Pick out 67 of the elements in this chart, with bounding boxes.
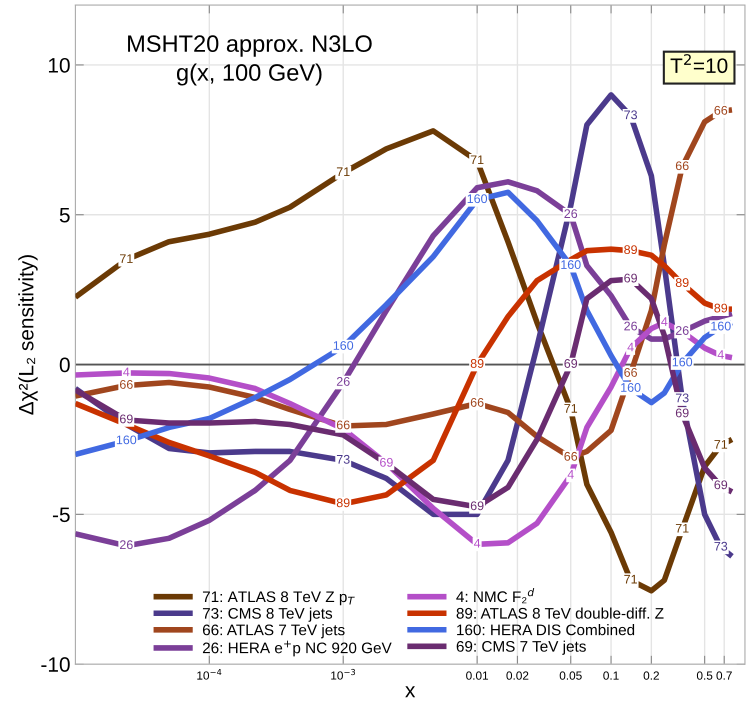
annotation: 89 — [470, 359, 484, 368]
annotation: T$^{2}$=10 — [670, 54, 728, 74]
legend-label: 71: ATLAS 8 TeV Z p$_{T}$ — [202, 591, 355, 606]
text: MSHT20 approx. N3LO g(x, 100 GeV) — [128, 35, 372, 86]
annotation: 69 — [714, 480, 728, 490]
annotation: 26 — [564, 209, 578, 218]
annotation: 73 — [624, 110, 638, 120]
annotation: 71 — [624, 574, 637, 584]
annotation: 89 — [336, 498, 350, 508]
annotation: 71 — [120, 254, 133, 263]
legend-label: 66: ATLAS 7 TeV jets — [202, 624, 345, 638]
x-tick-label: 0.05 — [560, 671, 582, 680]
annotation: 89 — [624, 245, 637, 254]
annotation: 89 — [714, 304, 728, 312]
legend-label: 4: NMC F₂$^{d}$ — [456, 588, 534, 604]
annotation: 73 — [714, 542, 728, 551]
annotation: 4 — [718, 350, 724, 359]
annotation: 73 — [336, 454, 350, 464]
annotation: 26 — [336, 377, 350, 386]
annotation: 4 — [474, 538, 480, 548]
y-tick-label: 0 — [60, 358, 70, 372]
legend-label: 73: CMS 8 TeV jets — [202, 608, 332, 622]
annotation: 69 — [676, 408, 689, 418]
y-tick-label: -5 — [52, 508, 70, 522]
annotation: 66 — [714, 106, 728, 115]
annotation: 71 — [564, 404, 578, 413]
annotation: 71 — [336, 167, 350, 176]
annotation: 71 — [470, 155, 484, 164]
annotation: 26 — [120, 540, 133, 550]
annotation: 69 — [564, 359, 578, 368]
legend-label: 89: ATLAS 8 TeV double-diff. Z — [456, 608, 664, 619]
x-axis-title: x — [405, 686, 416, 698]
legend-label: 26: HERA e$^{+}$p NC 920 GeV — [202, 640, 392, 656]
annotation: 4 — [627, 342, 634, 352]
annotation: 4 — [661, 317, 668, 326]
x-tick-label: 10$^{−3}$ — [331, 668, 356, 680]
annotation: 66 — [624, 368, 638, 377]
annotation: 66 — [470, 398, 484, 407]
legend-label: 160: HERA DIS Combined — [457, 624, 634, 636]
y-axis-title: Δχ²(L₂ sensitivity) — [18, 255, 38, 415]
annotation: 69 — [380, 458, 393, 467]
annotation: 71 — [676, 524, 689, 533]
annotation: 89 — [676, 278, 689, 288]
annotation: 26 — [676, 326, 689, 335]
y-tick-label: -10 — [41, 657, 70, 672]
x-tick-label: 0.1 — [603, 671, 619, 680]
annotation: 26 — [624, 322, 638, 330]
y-tick-label: 5 — [60, 208, 70, 222]
annotation: 66 — [564, 452, 578, 461]
annotation: 66 — [676, 161, 689, 170]
x-tick-label: 10$^{−4}$ — [197, 669, 222, 680]
annotation: 69 — [624, 274, 637, 283]
annotation: 73 — [676, 394, 689, 402]
annotation: 66 — [336, 420, 350, 430]
x-tick-label: 0.7 — [716, 671, 732, 680]
annotation: 69 — [120, 414, 133, 424]
x-tick-label: 0.01 — [466, 671, 488, 680]
annotation: 4 — [123, 368, 130, 376]
x-tick-label: 0.2 — [644, 671, 659, 680]
annotation: 4 — [568, 470, 574, 479]
annotation: 66 — [120, 380, 133, 389]
annotation: 69 — [470, 501, 484, 510]
y-tick-label: 10 — [48, 58, 70, 73]
legend-label: 69: CMS 7 TeV jets — [456, 640, 586, 655]
x-tick-label: 0.5 — [696, 671, 712, 680]
x-tick-label: 0.02 — [506, 671, 528, 680]
annotation: 71 — [714, 440, 728, 449]
